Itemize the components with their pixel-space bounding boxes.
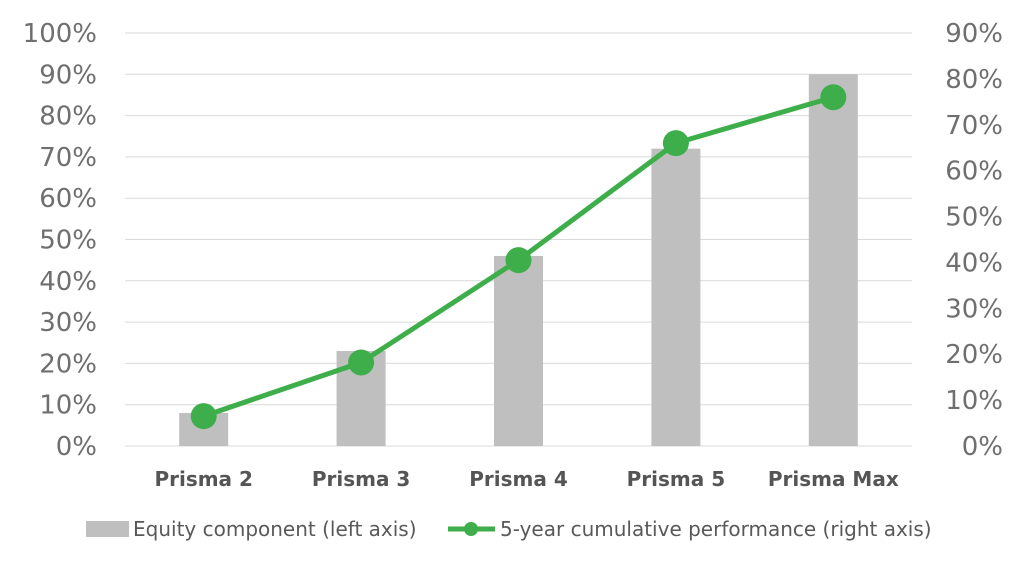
category-label: Prisma 3 <box>312 467 411 491</box>
left-axis-ticks: 0% 10% 20% 30% 40% 50% 60% 70% 80% 90% 100% <box>23 19 97 462</box>
right-tick-label: 50% <box>945 203 1003 233</box>
equity-bar <box>651 148 701 446</box>
left-tick-label: 10% <box>39 391 97 421</box>
right-tick-label: 10% <box>945 386 1003 416</box>
left-tick-label: 70% <box>39 143 97 173</box>
legend-performance-label: 5-year cumulative performance (right axi… <box>500 517 932 541</box>
right-tick-label: 20% <box>945 340 1003 370</box>
right-tick-label: 60% <box>945 157 1003 187</box>
left-tick-label: 50% <box>39 226 97 256</box>
left-tick-label: 20% <box>39 349 97 379</box>
legend-equity-label: Equity component (left axis) <box>133 517 417 541</box>
category-label: Prisma 4 <box>469 467 568 491</box>
right-tick-label: 70% <box>945 111 1003 141</box>
left-tick-label: 90% <box>39 60 97 90</box>
category-label: Prisma 5 <box>627 467 726 491</box>
right-tick-label: 40% <box>945 248 1003 278</box>
category-label: Prisma 2 <box>154 467 253 491</box>
left-tick-label: 0% <box>56 432 97 462</box>
category-label: Prisma Max <box>768 467 899 491</box>
left-tick-label: 80% <box>39 102 97 132</box>
legend-line-marker <box>464 522 478 536</box>
equity-bar <box>808 74 858 447</box>
equity-bar <box>494 256 543 446</box>
right-tick-label: 30% <box>945 294 1003 324</box>
bars <box>179 74 858 447</box>
performance-line <box>190 84 847 430</box>
performance-point <box>190 403 217 430</box>
right-tick-label: 80% <box>945 65 1003 95</box>
legend: Equity component (left axis) 5-year cumu… <box>86 517 932 541</box>
category-labels: Prisma 2 Prisma 3 Prisma 4 Prisma 5 Prisma M… <box>154 467 898 491</box>
left-tick-label: 60% <box>39 184 97 214</box>
legend-bar-swatch <box>86 521 129 537</box>
performance-point <box>820 84 847 111</box>
right-axis-ticks: 0% 10% 20% 30% 40% 50% 60% 70% 80% 90% <box>945 19 1003 462</box>
performance-point <box>505 247 532 274</box>
performance-point <box>348 349 375 376</box>
right-tick-label: 90% <box>945 19 1003 49</box>
left-tick-label: 40% <box>39 267 97 297</box>
performance-point <box>662 130 689 157</box>
left-tick-label: 30% <box>39 308 97 338</box>
left-tick-label: 100% <box>23 19 97 49</box>
right-tick-label: 0% <box>962 432 1003 462</box>
